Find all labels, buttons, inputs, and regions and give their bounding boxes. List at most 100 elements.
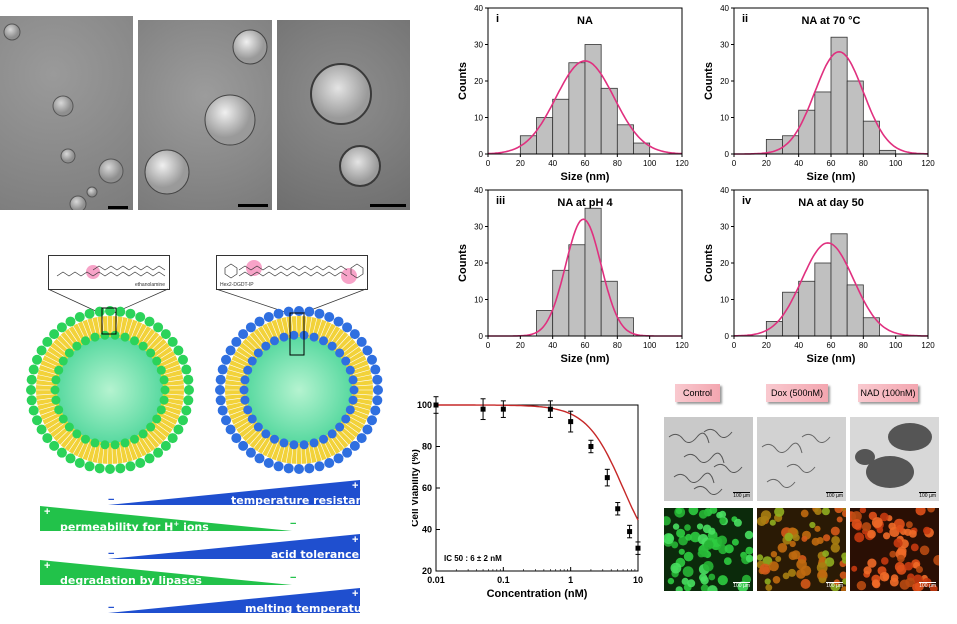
- membrane-left-diagram: [26, 306, 194, 474]
- lipid-tail: [308, 445, 313, 463]
- lipid-tail: [42, 412, 59, 421]
- lipid-tail: [36, 379, 55, 383]
- wedge-permeability: [40, 506, 292, 531]
- head-group: [94, 463, 105, 474]
- lipid-tail: [354, 379, 373, 383]
- x-tick-label: 60: [827, 159, 836, 168]
- cell: [881, 557, 889, 565]
- head-group: [341, 356, 351, 366]
- data-point: [500, 406, 506, 412]
- y-tick-label: 10: [720, 296, 729, 305]
- panel-title: NA at day 50: [798, 197, 864, 209]
- lipid-tail: [227, 369, 246, 375]
- lipid-tail: [261, 438, 272, 455]
- cell: [775, 556, 782, 562]
- lipid-tail: [344, 422, 360, 434]
- head-group: [50, 385, 60, 395]
- aqueous-core: [57, 337, 163, 443]
- head-group: [373, 385, 383, 395]
- lipid-tail: [155, 422, 171, 434]
- data-point: [588, 444, 594, 449]
- head-group: [64, 422, 74, 432]
- panel-number: i: [496, 13, 499, 25]
- lipid-tail: [341, 425, 356, 438]
- histogram-bar: [616, 124, 634, 155]
- lipid-tail: [49, 346, 65, 358]
- lipid-tail: [82, 441, 90, 459]
- cell: [824, 557, 835, 567]
- histogram-bar: [879, 149, 897, 155]
- y-tick-label: 30: [720, 41, 729, 50]
- head-group: [243, 365, 253, 375]
- x-tick-label: 20: [516, 159, 525, 168]
- cell: [719, 517, 726, 525]
- data-point: [627, 529, 633, 535]
- lipid-tail: [308, 317, 313, 335]
- panel-number: iii: [496, 195, 505, 207]
- x-tick-label: 100: [643, 159, 657, 168]
- lipid-tail: [225, 393, 244, 396]
- head-group: [183, 395, 194, 406]
- histogram-bar: [798, 280, 816, 337]
- lipid-tail: [96, 445, 101, 463]
- head-group: [254, 453, 265, 464]
- head-group: [269, 336, 279, 346]
- cell: [724, 544, 734, 554]
- head-group: [342, 322, 353, 333]
- x-tick-label: 120: [921, 159, 935, 168]
- head-group: [335, 348, 345, 358]
- cell: [859, 508, 867, 514]
- head-group: [279, 438, 289, 448]
- lipid-tail: [257, 436, 268, 452]
- wedge-plus-4: +: [44, 560, 51, 572]
- histogram-bar: [552, 98, 570, 155]
- cell: [723, 557, 732, 565]
- cell: [696, 523, 704, 530]
- cell: [792, 534, 800, 542]
- highlight-box: [289, 312, 305, 356]
- cell: [683, 551, 694, 562]
- lipid-tail: [137, 438, 148, 455]
- cell: [765, 584, 773, 591]
- lipid-tail: [300, 445, 302, 464]
- lipid-tail: [111, 445, 113, 464]
- head-group: [36, 424, 47, 435]
- y-tick-label: 20: [474, 77, 483, 86]
- lipid-tail: [147, 334, 160, 349]
- molecule-box-left: ethanolamine: [48, 255, 170, 290]
- highlight-box: [101, 307, 117, 335]
- y-tick-label: 30: [474, 41, 483, 50]
- cell: [871, 517, 883, 528]
- cell: [688, 508, 699, 516]
- x-tick-label: 80: [613, 341, 622, 350]
- cell: [823, 534, 831, 542]
- cell: [700, 576, 709, 585]
- head-group: [349, 329, 360, 340]
- head-group: [159, 395, 169, 405]
- lipid-tail: [319, 321, 327, 339]
- head-group: [138, 341, 148, 351]
- micrograph-nad-brightfield: 100 µm: [850, 417, 939, 501]
- head-group: [309, 332, 319, 342]
- cell: [687, 579, 696, 588]
- x-axis-label: Size (nm): [561, 353, 610, 365]
- head-group: [215, 395, 226, 406]
- cell: [839, 571, 846, 579]
- lipid-tail: [161, 412, 178, 421]
- cell: [856, 580, 867, 591]
- head-group: [345, 405, 355, 415]
- cell: [796, 559, 807, 570]
- head-group: [181, 364, 192, 375]
- head-group: [327, 429, 337, 439]
- cell: [708, 527, 716, 535]
- head-group: [215, 374, 226, 385]
- lipid-tail: [225, 384, 244, 387]
- x-tick-label: 60: [581, 341, 590, 350]
- head-group: [152, 414, 162, 424]
- head-group: [324, 312, 335, 323]
- tem-image-3: [277, 20, 410, 210]
- lipid-tail: [271, 321, 279, 339]
- lipid-tail: [275, 319, 282, 337]
- lipid-tail: [336, 431, 349, 446]
- cell: [733, 518, 742, 527]
